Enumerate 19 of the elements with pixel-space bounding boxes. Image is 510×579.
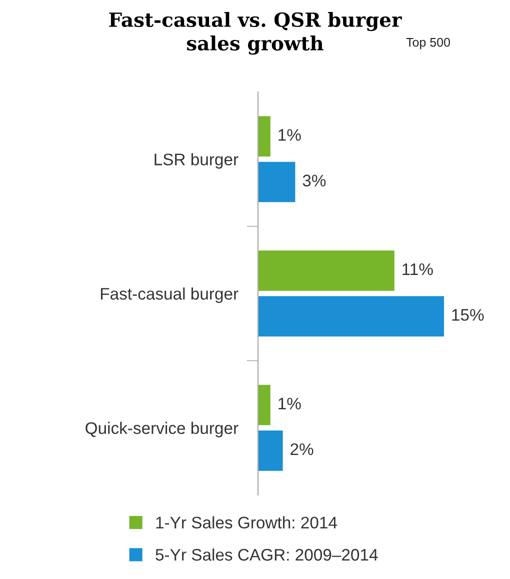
chart-subtitle: Top 500 xyxy=(406,38,450,50)
bar xyxy=(258,116,270,156)
legend-label: 1-Yr Sales Growth: 2014 xyxy=(156,516,338,529)
data-label: 1% xyxy=(278,129,301,141)
y-tick-label: Fast-casual burger xyxy=(100,287,238,303)
data-label: 11% xyxy=(402,263,433,276)
bar xyxy=(258,296,444,336)
data-label: 3% xyxy=(302,174,326,186)
bar xyxy=(258,384,270,426)
legend-label: 5-Yr Sales CAGR: 2009–2014 xyxy=(156,548,378,561)
data-label: 1% xyxy=(278,398,301,410)
bar xyxy=(258,430,283,471)
y-tick-label: Quick-service burger xyxy=(86,422,238,438)
data-label: 15% xyxy=(452,309,484,321)
y-tick-label: LSR burger xyxy=(154,153,238,169)
bar xyxy=(258,162,296,202)
chart-title: Fast-casual vs. QSR burger sales growth xyxy=(109,12,402,55)
data-label: 2% xyxy=(290,443,314,456)
bar xyxy=(258,250,394,291)
